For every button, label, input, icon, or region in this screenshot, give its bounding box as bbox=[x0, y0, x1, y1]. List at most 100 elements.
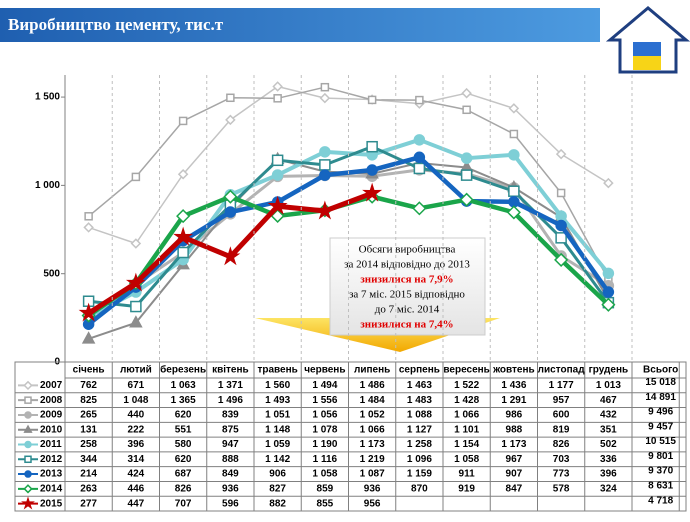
annotation-text: за 2014 відповідно до 2013 bbox=[344, 259, 470, 271]
table-cell: 1 173 bbox=[501, 439, 526, 450]
marker bbox=[225, 114, 236, 126]
table-cell: 1 101 bbox=[454, 424, 479, 435]
marker bbox=[320, 82, 330, 92]
marker bbox=[176, 209, 191, 224]
annotation-text: Обсяги виробництва bbox=[359, 244, 456, 256]
marker bbox=[460, 169, 473, 181]
table-cell: 826 bbox=[553, 439, 570, 450]
annotation-text: за 7 міс. 2015 відповідно bbox=[349, 289, 465, 301]
table-cell: 131 bbox=[80, 424, 97, 435]
table-cell: 258 bbox=[80, 439, 97, 450]
table-cell: 906 bbox=[269, 469, 286, 480]
marker bbox=[461, 87, 472, 99]
table-cell: 986 bbox=[506, 410, 523, 421]
marker bbox=[271, 154, 284, 167]
table-cell: 849 bbox=[222, 469, 239, 480]
table-cell: 620 bbox=[175, 410, 192, 421]
legend-label: 2010 bbox=[40, 424, 63, 435]
table-cell: 888 bbox=[222, 454, 239, 465]
marker bbox=[601, 297, 616, 312]
table-cell: 447 bbox=[128, 498, 145, 509]
marker bbox=[130, 238, 142, 249]
table-cell: 580 bbox=[175, 439, 192, 450]
table-cell: 344 bbox=[80, 454, 97, 465]
marker bbox=[131, 172, 141, 182]
marker bbox=[223, 189, 238, 204]
table-cell: 424 bbox=[128, 469, 145, 480]
marker bbox=[177, 246, 189, 259]
table-cell: 1 365 bbox=[171, 395, 196, 406]
marker bbox=[84, 212, 93, 221]
table-cell: 1 087 bbox=[360, 469, 385, 480]
marker bbox=[415, 95, 424, 105]
legend-label: 2013 bbox=[40, 469, 63, 480]
table-cell: 596 bbox=[222, 498, 239, 509]
table-cell: 956 bbox=[364, 498, 381, 509]
table-cell: 762 bbox=[80, 380, 97, 391]
marker bbox=[508, 103, 520, 114]
table-cell: 687 bbox=[175, 469, 192, 480]
table-cell: 1 428 bbox=[454, 395, 479, 406]
total-cell: 9 801 bbox=[648, 451, 673, 462]
table-cell: 440 bbox=[128, 410, 145, 421]
table-cell: 1 484 bbox=[360, 395, 385, 406]
table-cell: 396 bbox=[600, 469, 617, 480]
marker bbox=[602, 286, 615, 298]
table-cell: 1 048 bbox=[123, 395, 148, 406]
x-tick-label: березень bbox=[160, 364, 206, 376]
table-cell: 1 371 bbox=[218, 380, 243, 391]
marker bbox=[177, 168, 189, 180]
total-cell: 8 631 bbox=[648, 480, 673, 491]
table-cell: 1 063 bbox=[171, 380, 196, 391]
table-cell: 1 078 bbox=[312, 424, 337, 435]
table-cell: 222 bbox=[128, 424, 145, 435]
legend-label: 2012 bbox=[40, 454, 63, 465]
marker bbox=[413, 134, 426, 146]
marker bbox=[130, 300, 142, 313]
table-cell: 432 bbox=[600, 410, 617, 421]
table-cell: 671 bbox=[128, 380, 145, 391]
x-tick-label: липень bbox=[354, 365, 390, 376]
table-cell: 819 bbox=[553, 424, 570, 435]
marker bbox=[267, 195, 288, 215]
table-cell: 911 bbox=[459, 469, 476, 480]
marker bbox=[603, 177, 614, 189]
table-cell: 446 bbox=[128, 483, 145, 494]
legend-label: 2009 bbox=[40, 410, 63, 421]
table-cell: 707 bbox=[175, 498, 192, 509]
x-tick-label: червень bbox=[304, 365, 345, 376]
table-cell: 1 013 bbox=[596, 380, 621, 391]
marker bbox=[366, 140, 378, 153]
total-cell: 10 515 bbox=[645, 436, 676, 447]
x-tick-label: жовтень bbox=[492, 365, 535, 376]
table-cell: 1 056 bbox=[312, 410, 337, 421]
table-cell: 1 051 bbox=[265, 410, 290, 421]
table-cell: 936 bbox=[222, 483, 239, 494]
table-cell: 1 177 bbox=[549, 380, 574, 391]
y-tick-label: 500 bbox=[43, 268, 60, 279]
table-cell: 1 066 bbox=[454, 410, 479, 421]
marker bbox=[367, 95, 377, 105]
x-tick-label: лютий bbox=[120, 365, 152, 376]
marker bbox=[319, 169, 331, 181]
marker bbox=[272, 81, 283, 92]
marker bbox=[224, 206, 237, 218]
total-cell: 15 018 bbox=[645, 377, 676, 388]
table-cell: 882 bbox=[269, 498, 286, 509]
table-cell: 1 127 bbox=[407, 424, 432, 435]
x-tick-label: грудень bbox=[589, 365, 629, 376]
legend-label: 2015 bbox=[40, 498, 63, 509]
table-cell: 1 154 bbox=[454, 439, 479, 450]
marker bbox=[412, 201, 427, 216]
x-tick-label: листопад bbox=[538, 365, 586, 376]
table-cell: 214 bbox=[80, 469, 97, 480]
table-cell: 600 bbox=[553, 410, 570, 421]
table-cell: 875 bbox=[222, 424, 239, 435]
legend-label: 2007 bbox=[40, 380, 63, 391]
table-cell: 314 bbox=[128, 454, 145, 465]
y-tick-label: 1 500 bbox=[35, 92, 60, 103]
marker bbox=[319, 159, 331, 171]
table-cell: 1 142 bbox=[265, 454, 290, 465]
marker bbox=[460, 152, 473, 164]
table-cell: 1 052 bbox=[360, 410, 385, 421]
